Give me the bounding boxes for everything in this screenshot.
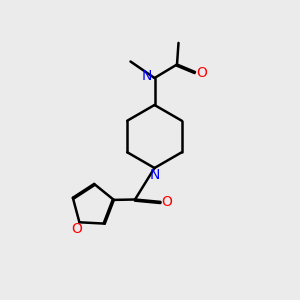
Text: O: O bbox=[162, 195, 172, 209]
Text: N: N bbox=[149, 168, 160, 182]
Text: O: O bbox=[196, 67, 207, 80]
Text: N: N bbox=[142, 70, 152, 83]
Text: O: O bbox=[71, 222, 82, 236]
